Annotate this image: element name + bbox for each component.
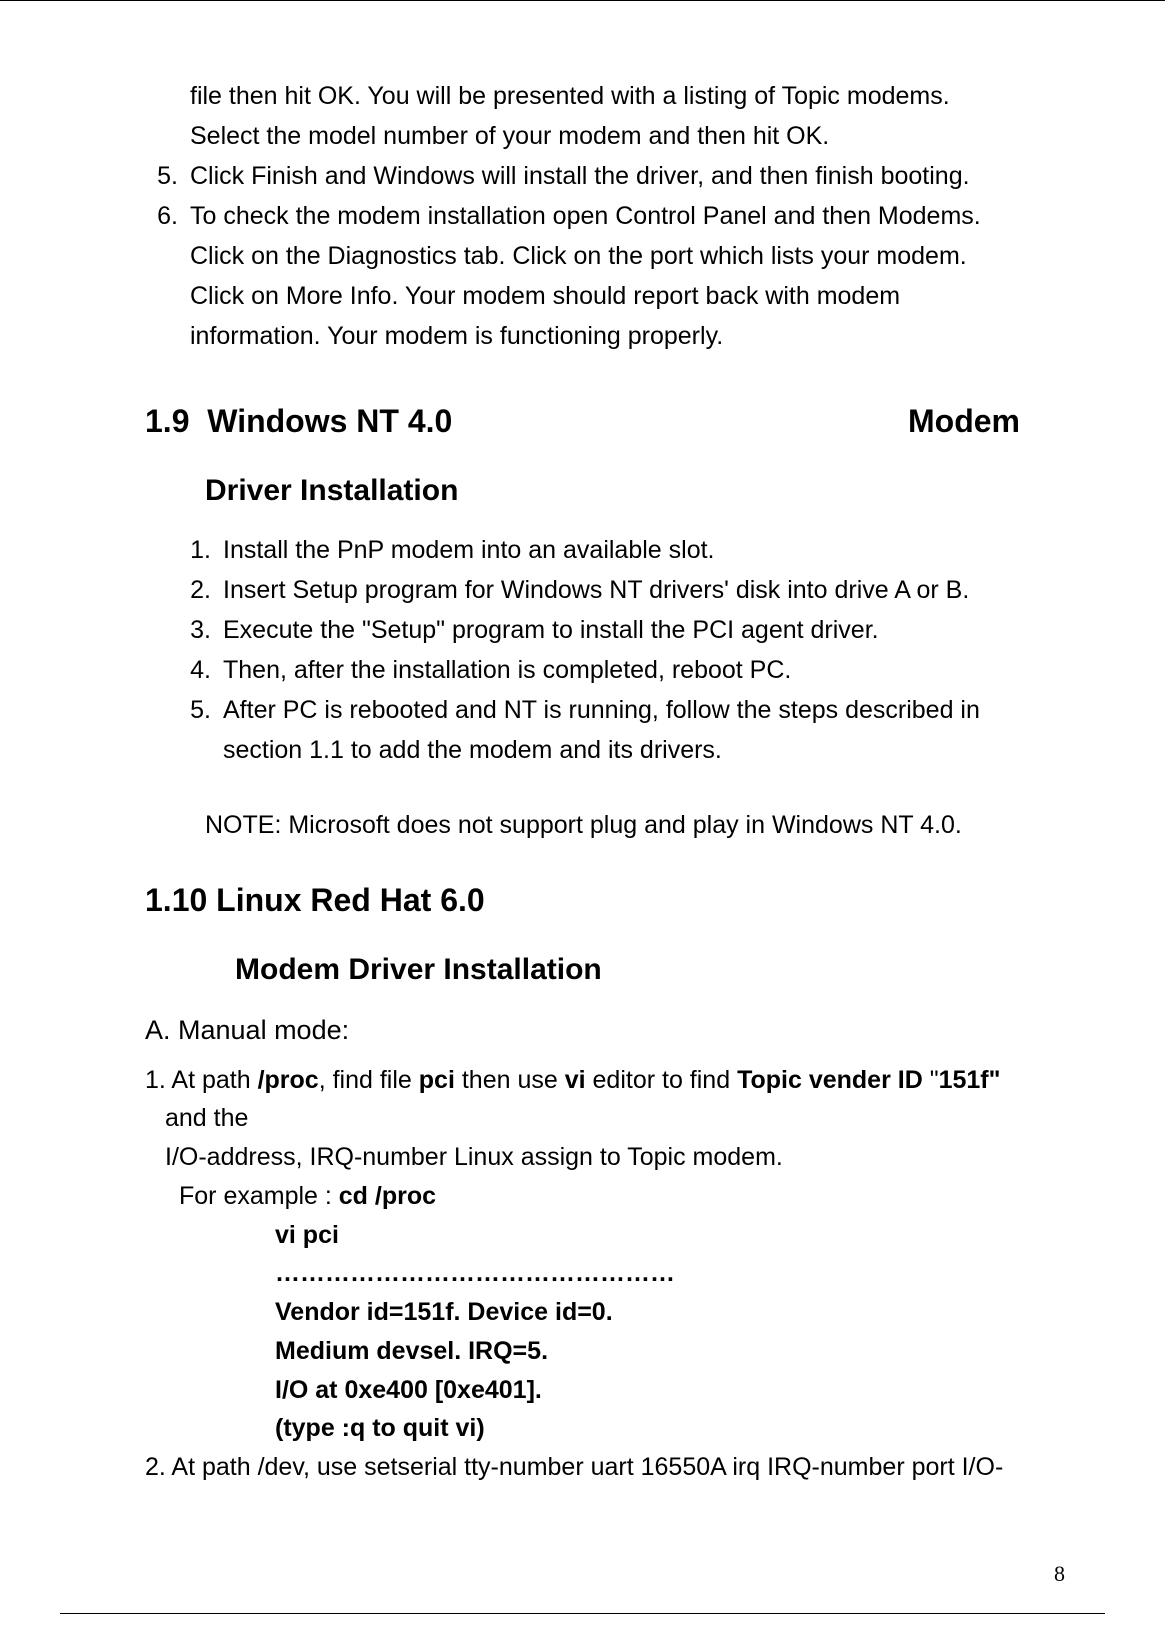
code-line: ………………………………………… <box>275 1254 1020 1293</box>
list-text: Click Finish and Windows will install th… <box>190 156 1020 196</box>
heading-left: 1.10 Linux Red Hat 6.0 <box>145 875 485 926</box>
text-fragment: " <box>923 1066 939 1094</box>
list-text: Execute the "Setup" program to install t… <box>223 610 1020 650</box>
list-item: 3. Execute the "Setup" program to instal… <box>185 610 1020 650</box>
section-heading-1-10: 1.10 Linux Red Hat 6.0 <box>145 875 1020 926</box>
heading-number: 1.9 <box>145 403 189 439</box>
step-2-line: 2. At path /dev, use setserial tty-numbe… <box>145 1448 1020 1487</box>
text-fragment: , find file <box>319 1066 419 1094</box>
step-1-line-1: 1. At path /proc, find file pci then use… <box>145 1061 1020 1100</box>
heading-title-left: Windows NT 4.0 <box>207 403 452 439</box>
list-text: After PC is rebooted and NT is running, … <box>223 690 1020 770</box>
step-1-line-2: I/O-address, IRQ-number Linux assign to … <box>145 1138 1020 1177</box>
list-number: 3. <box>185 610 223 650</box>
code-line: I/O at 0xe400 [0xe401]. <box>275 1371 1020 1410</box>
continued-list: file then hit OK. You will be presented … <box>145 76 1020 356</box>
list-item: 4. Then, after the installation is compl… <box>185 650 1020 690</box>
section-heading-1-9: 1.9 Windows NT 4.0 Modem <box>145 396 1020 447</box>
code-line: (type :q to quit vi) <box>275 1409 1020 1448</box>
list-item: 6. To check the modem installation open … <box>145 196 1020 356</box>
text-fragment: editor to find <box>586 1066 737 1094</box>
list-number <box>145 76 190 156</box>
list-item: file then hit OK. You will be presented … <box>145 76 1020 156</box>
subheading-1-9: Driver Installation <box>205 467 1020 515</box>
list-item: 2. Insert Setup program for Windows NT d… <box>185 570 1020 610</box>
code-line: Vendor id=151f. Device id=0. <box>275 1293 1020 1332</box>
subheading-1-10: Modem Driver Installation <box>235 946 1020 994</box>
document-page: file then hit OK. You will be presented … <box>0 0 1165 1642</box>
text-fragment: 1. At path <box>145 1066 258 1094</box>
step-1-line-1b: and the <box>145 1099 1020 1138</box>
list-text: Install the PnP modem into an available … <box>223 530 1020 570</box>
list-number: 5. <box>185 690 223 770</box>
list-text: Insert Setup program for Windows NT driv… <box>223 570 1020 610</box>
code-block: vi pci ………………………………………… Vendor id=151f. … <box>275 1216 1020 1449</box>
list-number: 5. <box>145 156 190 196</box>
page-number: 8 <box>1054 1561 1065 1587</box>
heading-right: Modem <box>908 396 1020 447</box>
bold-file: pci <box>419 1066 455 1094</box>
bold-editor: vi <box>565 1066 586 1094</box>
section-1-9-list: 1. Install the PnP modem into an availab… <box>185 530 1020 770</box>
list-number: 1. <box>185 530 223 570</box>
heading-left: 1.9 Windows NT 4.0 <box>145 396 452 447</box>
step-1-line-3: For example : cd /proc <box>145 1177 1020 1216</box>
bold-id: 151f" <box>939 1066 1001 1094</box>
code-line: vi pci <box>275 1216 1020 1255</box>
list-item: 5. After PC is rebooted and NT is runnin… <box>185 690 1020 770</box>
list-number: 6. <box>145 196 190 356</box>
list-text: To check the modem installation open Con… <box>190 196 1020 356</box>
bold-path: /proc <box>258 1066 319 1094</box>
footer-rule <box>60 1613 1105 1614</box>
list-number: 4. <box>185 650 223 690</box>
list-text: Then, after the installation is complete… <box>223 650 1020 690</box>
linux-steps: 1. At path /proc, find file pci then use… <box>145 1061 1020 1487</box>
list-item: 5. Click Finish and Windows will install… <box>145 156 1020 196</box>
heading-title: Linux Red Hat 6.0 <box>216 882 485 918</box>
list-number: 2. <box>185 570 223 610</box>
text-fragment: For example : <box>179 1182 339 1210</box>
code-line: Medium devsel. IRQ=5. <box>275 1332 1020 1371</box>
heading-number: 1.10 <box>145 882 207 918</box>
text-fragment: then use <box>455 1066 565 1094</box>
bold-command: cd /proc <box>339 1182 436 1210</box>
bold-vendor: Topic vender ID <box>737 1066 923 1094</box>
mode-label: A. Manual mode: <box>145 1009 1020 1052</box>
list-item: 1. Install the PnP modem into an availab… <box>185 530 1020 570</box>
list-text: file then hit OK. You will be presented … <box>190 76 1020 156</box>
page-content: file then hit OK. You will be presented … <box>60 36 1105 1487</box>
note-text: NOTE: Microsoft does not support plug an… <box>205 805 1020 845</box>
